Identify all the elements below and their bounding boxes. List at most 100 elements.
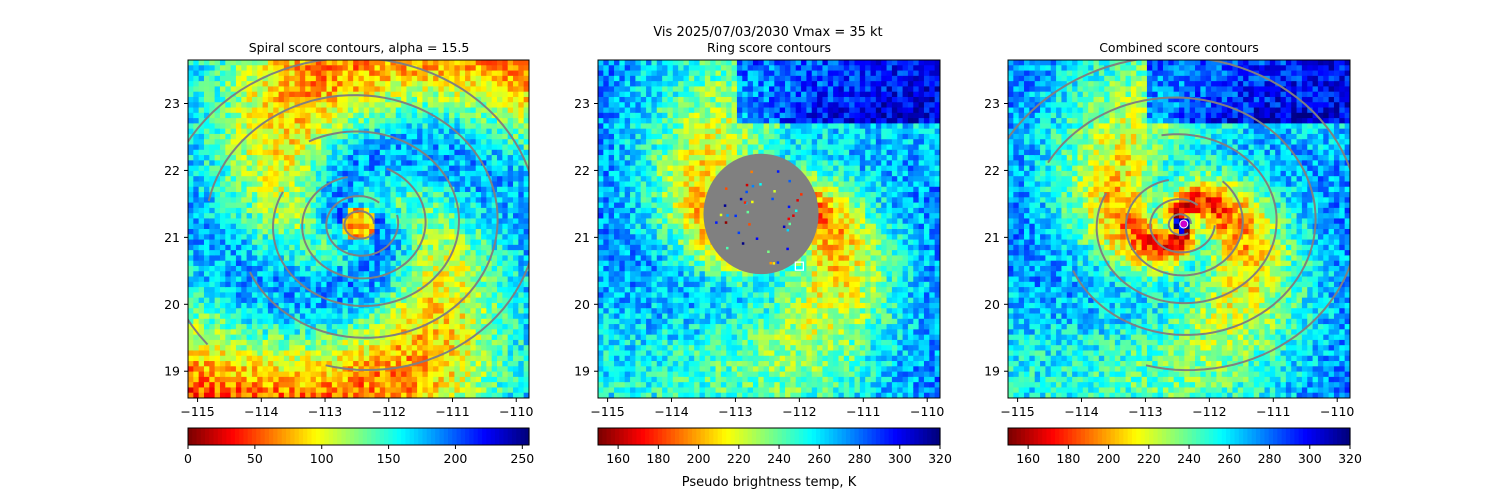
- heatmap-cell: [327, 113, 333, 119]
- heatmap-cell: [492, 340, 498, 346]
- heatmap-cell: [476, 303, 482, 309]
- heatmap-cell: [486, 234, 492, 240]
- heatmap-cell: [518, 229, 524, 235]
- heatmap-cell: [252, 324, 258, 330]
- heatmap-cell: [385, 171, 391, 177]
- heatmap-cell: [609, 160, 615, 166]
- heatmap-cell: [630, 372, 636, 378]
- heatmap-cell: [225, 229, 231, 235]
- heatmap-cell: [247, 366, 253, 372]
- heatmap-cell: [641, 76, 647, 82]
- heatmap-cell: [359, 176, 365, 182]
- heatmap-cell: [236, 308, 242, 314]
- heatmap-cell: [236, 76, 242, 82]
- heatmap-cell: [609, 234, 615, 240]
- colorbar-segment: [243, 428, 248, 445]
- heatmap-cell: [486, 303, 492, 309]
- heatmap-cell: [598, 250, 604, 256]
- heatmap-cell: [502, 329, 508, 335]
- heatmap-cell: [327, 197, 333, 203]
- heatmap-cell: [247, 108, 253, 114]
- heatmap-cell: [316, 356, 322, 362]
- heatmap-cell: [476, 298, 482, 304]
- heatmap-cell: [502, 134, 508, 140]
- heatmap-cell: [625, 382, 631, 388]
- heatmap-cell: [492, 361, 498, 367]
- heatmap-cell: [417, 292, 423, 298]
- heatmap-cell: [619, 171, 625, 177]
- heatmap-cell: [305, 123, 311, 129]
- heatmap-cell: [390, 387, 396, 393]
- heatmap-cell: [476, 287, 482, 293]
- heatmap-cell: [657, 229, 663, 235]
- heatmap-cell: [465, 356, 471, 362]
- heatmap-cell: [641, 387, 647, 393]
- heatmap-cell: [268, 197, 274, 203]
- heatmap-cell: [225, 108, 231, 114]
- heatmap-cell: [635, 76, 641, 82]
- heatmap-cell: [199, 382, 205, 388]
- colorbar-segment: [439, 428, 444, 445]
- heatmap-cell: [390, 139, 396, 145]
- heatmap-cell: [465, 271, 471, 277]
- heatmap-cell: [220, 382, 226, 388]
- heatmap-cell: [657, 298, 663, 304]
- heatmap-cell: [497, 60, 503, 66]
- heatmap-cell: [470, 387, 476, 393]
- heatmap-cell: [220, 340, 226, 346]
- heatmap-cell: [284, 282, 290, 288]
- heatmap-cell: [332, 382, 338, 388]
- heatmap-cell: [603, 234, 609, 240]
- heatmap-cell: [598, 361, 604, 367]
- heatmap-cell: [497, 92, 503, 98]
- heatmap-cell: [614, 277, 620, 283]
- heatmap-cell: [220, 208, 226, 214]
- heatmap-cell: [635, 160, 641, 166]
- heatmap-cell: [603, 277, 609, 283]
- heatmap-cell: [327, 76, 333, 82]
- heatmap-cell: [289, 155, 295, 161]
- heatmap-cell: [380, 65, 386, 71]
- heatmap-cell: [385, 266, 391, 272]
- heatmap-cell: [444, 234, 450, 240]
- heatmap-cell: [635, 108, 641, 114]
- heatmap-cell: [609, 345, 615, 351]
- heatmap-cell: [305, 166, 311, 172]
- heatmap-cell: [422, 387, 428, 393]
- heatmap-cell: [635, 361, 641, 367]
- heatmap-cell: [449, 382, 455, 388]
- heatmap-cell: [364, 71, 370, 77]
- heatmap-cell: [486, 192, 492, 198]
- heatmap-cell: [263, 350, 269, 356]
- heatmap-cell: [609, 229, 615, 235]
- heatmap-cell: [454, 282, 460, 288]
- heatmap-cell: [343, 145, 349, 151]
- heatmap-cell: [353, 171, 359, 177]
- heatmap-cell: [406, 240, 412, 246]
- heatmap-cell: [241, 356, 247, 362]
- heatmap-cell: [289, 345, 295, 351]
- heatmap-cell: [641, 308, 647, 314]
- heatmap-cell: [332, 171, 338, 177]
- heatmap-cell: [502, 118, 508, 124]
- heatmap-cell: [625, 361, 631, 367]
- heatmap-cell: [619, 81, 625, 87]
- heatmap-cell: [380, 71, 386, 77]
- heatmap-cell: [316, 250, 322, 256]
- heatmap-cell: [193, 166, 199, 172]
- heatmap-cell: [497, 240, 503, 246]
- heatmap-cell: [609, 208, 615, 214]
- heatmap-cell: [406, 229, 412, 235]
- heatmap-cell: [619, 377, 625, 383]
- heatmap-cell: [603, 192, 609, 198]
- heatmap-cell: [220, 308, 226, 314]
- heatmap-cell: [353, 245, 359, 251]
- heatmap-cell: [454, 314, 460, 320]
- heatmap-cell: [343, 155, 349, 161]
- heatmap-cell: [492, 60, 498, 66]
- heatmap-cell: [646, 203, 652, 209]
- heatmap-cell: [284, 176, 290, 182]
- heatmap-cell: [204, 277, 210, 283]
- heatmap-cell: [225, 176, 231, 182]
- heatmap-cell: [422, 166, 428, 172]
